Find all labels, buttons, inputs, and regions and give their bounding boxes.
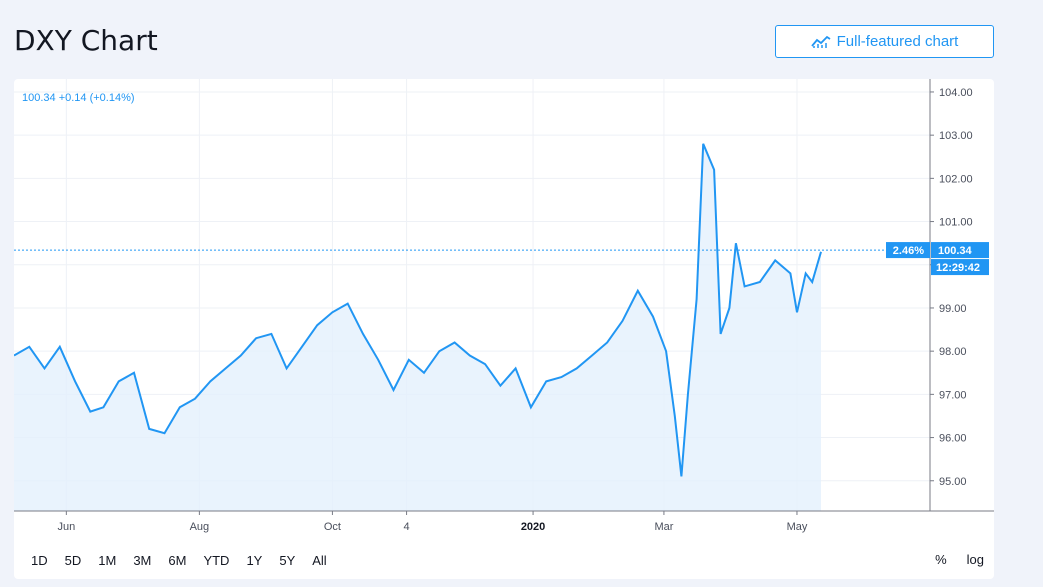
percent-scale-button[interactable]: % xyxy=(935,552,947,567)
y-tick-label: 103.00 xyxy=(939,130,973,142)
log-scale-button[interactable]: log xyxy=(966,552,984,567)
chart-card: 104.00103.00102.00101.00100.0099.0098.00… xyxy=(14,79,994,579)
y-tick-label: 99.00 xyxy=(939,303,967,315)
time-axis: Jun Aug Oct 4 2020 Mar May xyxy=(57,511,808,533)
range-button-1y[interactable]: 1Y xyxy=(246,552,263,568)
y-tick-label: 104.00 xyxy=(939,87,973,99)
x-tick-label: Aug xyxy=(190,521,210,533)
time-badge-value: 12:29:42 xyxy=(936,262,980,274)
y-tick-label: 102.00 xyxy=(939,173,973,185)
x-tick-label: Oct xyxy=(324,521,341,533)
y-tick-label: 95.00 xyxy=(939,476,967,488)
y-tick-label: 97.00 xyxy=(939,389,967,401)
price-line xyxy=(14,143,822,477)
range-buttons: 1D 5D 1M 3M 6M YTD 1Y 5Y All xyxy=(14,553,327,568)
price-chart[interactable]: 104.00103.00102.00101.00100.0099.0098.00… xyxy=(14,79,994,545)
x-tick-label: Jun xyxy=(57,521,75,533)
range-button-5y[interactable]: 5Y xyxy=(279,552,296,568)
range-button-1d[interactable]: 1D xyxy=(31,552,48,568)
change-badge-bg xyxy=(886,242,930,259)
range-button-5d[interactable]: 5D xyxy=(64,552,82,568)
time-badge-bg xyxy=(931,259,989,276)
y-tick-label: 98.00 xyxy=(939,346,967,358)
y-tick-label: 96.00 xyxy=(939,433,967,445)
x-tick-label: Mar xyxy=(654,521,673,533)
price-badge: 2.46% 100.34 12:29:42 xyxy=(886,242,989,276)
change-badge: 2.46% xyxy=(893,245,924,257)
page-title: DXY Chart xyxy=(14,24,158,57)
range-button-3m[interactable]: 3M xyxy=(133,552,152,568)
price-legend: 100.34 +0.14 (+0.14%) xyxy=(22,92,135,104)
range-button-ytd[interactable]: YTD xyxy=(203,552,230,568)
full-featured-chart-label: Full-featured chart xyxy=(836,33,959,50)
x-tick-label: 4 xyxy=(404,521,410,533)
range-button-1m[interactable]: 1M xyxy=(98,552,117,568)
price-badge-value: 100.34 xyxy=(938,245,973,257)
price-area-fill xyxy=(14,143,821,512)
chart-line-icon xyxy=(810,35,831,48)
range-button-all[interactable]: All xyxy=(312,552,327,568)
x-tick-label: 2020 xyxy=(521,521,545,533)
price-axis: 104.00103.00102.00101.00100.0099.0098.00… xyxy=(930,87,973,488)
range-button-6m[interactable]: 6M xyxy=(168,552,187,568)
full-featured-chart-button[interactable]: Full-featured chart xyxy=(775,25,994,58)
x-tick-label: May xyxy=(787,521,808,533)
range-toolbar: 1D 5D 1M 3M 6M YTD 1Y 5Y All % log xyxy=(14,545,994,575)
y-tick-label: 101.00 xyxy=(939,217,973,229)
price-badge-bg xyxy=(931,242,989,259)
